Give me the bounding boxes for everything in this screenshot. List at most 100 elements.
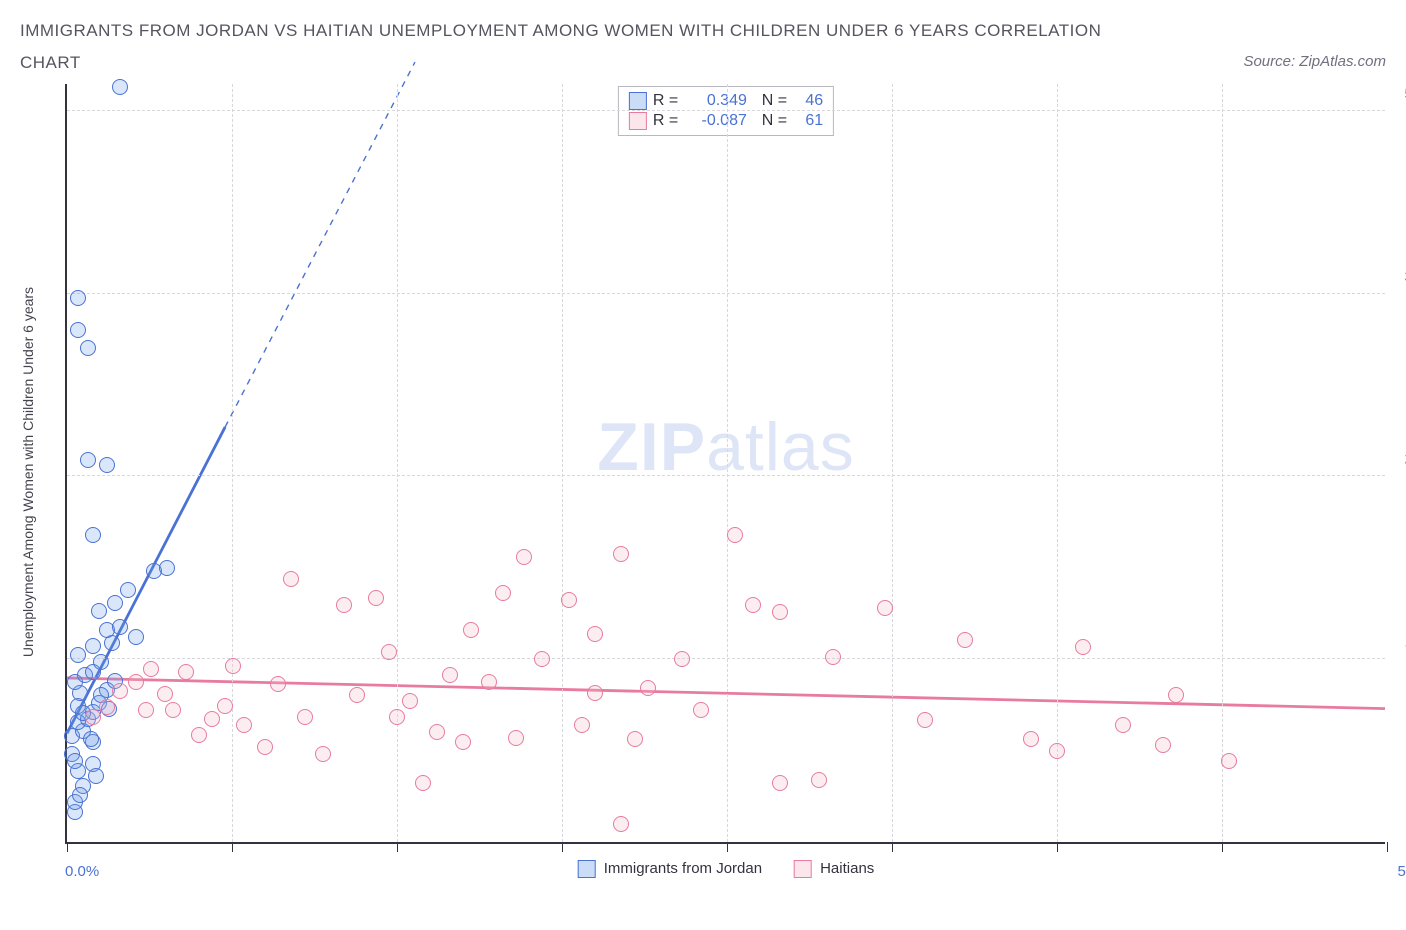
data-point-haitian — [727, 527, 743, 543]
legend-n-label: N = — [753, 92, 787, 110]
data-point-haitian — [825, 649, 841, 665]
data-point-haitian — [99, 699, 115, 715]
legend-r-value: 0.349 — [689, 92, 747, 110]
data-point-haitian — [1075, 639, 1091, 655]
data-point-haitian — [463, 622, 479, 638]
data-point-haitian — [204, 711, 220, 727]
x-tick-mark — [1387, 842, 1388, 852]
legend-swatch — [629, 112, 647, 130]
data-point-haitian — [693, 702, 709, 718]
data-point-haitian — [297, 709, 313, 725]
data-point-haitian — [627, 731, 643, 747]
x-max-label: 50.0% — [1397, 863, 1406, 880]
data-point-haitian — [349, 687, 365, 703]
legend-swatch — [629, 92, 647, 110]
legend-row-haitian: R = -0.087 N = 61 — [629, 111, 823, 131]
legend-label: Haitians — [820, 860, 874, 877]
data-point-haitian — [957, 632, 973, 648]
data-point-haitian — [143, 661, 159, 677]
data-point-haitian — [415, 775, 431, 791]
header: IMMIGRANTS FROM JORDAN VS HAITIAN UNEMPL… — [20, 15, 1386, 80]
data-point-haitian — [574, 717, 590, 733]
data-point-haitian — [516, 549, 532, 565]
legend-item-jordan: Immigrants from Jordan — [578, 860, 762, 878]
data-point-jordan — [67, 753, 83, 769]
data-point-haitian — [157, 686, 173, 702]
data-point-jordan — [80, 452, 96, 468]
legend-n-label: N = — [753, 112, 787, 130]
data-point-haitian — [368, 590, 384, 606]
data-point-haitian — [481, 674, 497, 690]
data-point-jordan — [70, 290, 86, 306]
data-point-haitian — [745, 597, 761, 613]
legend-r-label: R = — [653, 112, 683, 130]
data-point-haitian — [613, 546, 629, 562]
x-tick-mark — [562, 842, 563, 852]
watermark-light: atlas — [706, 409, 855, 485]
data-point-haitian — [283, 571, 299, 587]
gridline-v — [397, 84, 398, 842]
legend-n-value: 46 — [793, 92, 823, 110]
source-label: Source: ZipAtlas.com — [1243, 53, 1386, 70]
data-point-haitian — [587, 626, 603, 642]
data-point-haitian — [315, 746, 331, 762]
x-tick-mark — [1222, 842, 1223, 852]
data-point-haitian — [236, 717, 252, 733]
data-point-haitian — [225, 658, 241, 674]
data-point-jordan — [85, 638, 101, 654]
data-point-haitian — [877, 600, 893, 616]
data-point-haitian — [165, 702, 181, 718]
data-point-haitian — [811, 772, 827, 788]
legend-n-value: 61 — [793, 112, 823, 130]
watermark-bold: ZIP — [597, 409, 706, 485]
data-point-jordan — [99, 457, 115, 473]
data-point-haitian — [389, 709, 405, 725]
data-point-haitian — [561, 592, 577, 608]
gridline-v — [892, 84, 893, 842]
data-point-jordan — [85, 527, 101, 543]
data-point-haitian — [138, 702, 154, 718]
data-point-haitian — [640, 680, 656, 696]
data-point-haitian — [772, 775, 788, 791]
data-point-haitian — [613, 816, 629, 832]
data-point-jordan — [91, 603, 107, 619]
gridline-h — [67, 293, 1385, 294]
x-tick-mark — [1057, 842, 1058, 852]
data-point-haitian — [1221, 753, 1237, 769]
gridline-v — [1222, 84, 1223, 842]
series-legend: Immigrants from Jordan Haitians — [578, 860, 875, 878]
scatter-plot: ZIPatlas R =0.349 N =46R =-0.087 N =61 0… — [65, 84, 1385, 844]
trend-line-haitian — [67, 678, 1385, 709]
data-point-jordan — [72, 787, 88, 803]
data-point-haitian — [508, 730, 524, 746]
data-point-jordan — [112, 619, 128, 635]
legend-r-value: -0.087 — [689, 112, 747, 130]
data-point-haitian — [85, 709, 101, 725]
data-point-haitian — [455, 734, 471, 750]
trend-line-jordan — [67, 427, 225, 733]
data-point-haitian — [128, 674, 144, 690]
data-point-haitian — [917, 712, 933, 728]
legend-swatch — [578, 860, 596, 878]
data-point-haitian — [1155, 737, 1171, 753]
data-point-haitian — [402, 693, 418, 709]
legend-swatch — [794, 860, 812, 878]
data-point-jordan — [112, 79, 128, 95]
data-point-jordan — [93, 654, 109, 670]
chart-title: IMMIGRANTS FROM JORDAN VS HAITIAN UNEMPL… — [20, 15, 1120, 80]
x-tick-mark — [67, 842, 68, 852]
data-point-jordan — [107, 595, 123, 611]
gridline-h — [67, 475, 1385, 476]
x-min-label: 0.0% — [65, 863, 99, 880]
legend-r-label: R = — [653, 92, 683, 110]
data-point-haitian — [112, 683, 128, 699]
x-tick-mark — [232, 842, 233, 852]
legend-label: Immigrants from Jordan — [604, 860, 762, 877]
data-point-jordan — [70, 322, 86, 338]
data-point-haitian — [495, 585, 511, 601]
data-point-jordan — [128, 629, 144, 645]
gridline-v — [232, 84, 233, 842]
chart-container: Unemployment Among Women with Children U… — [20, 84, 1386, 844]
x-tick-mark — [727, 842, 728, 852]
data-point-haitian — [381, 644, 397, 660]
